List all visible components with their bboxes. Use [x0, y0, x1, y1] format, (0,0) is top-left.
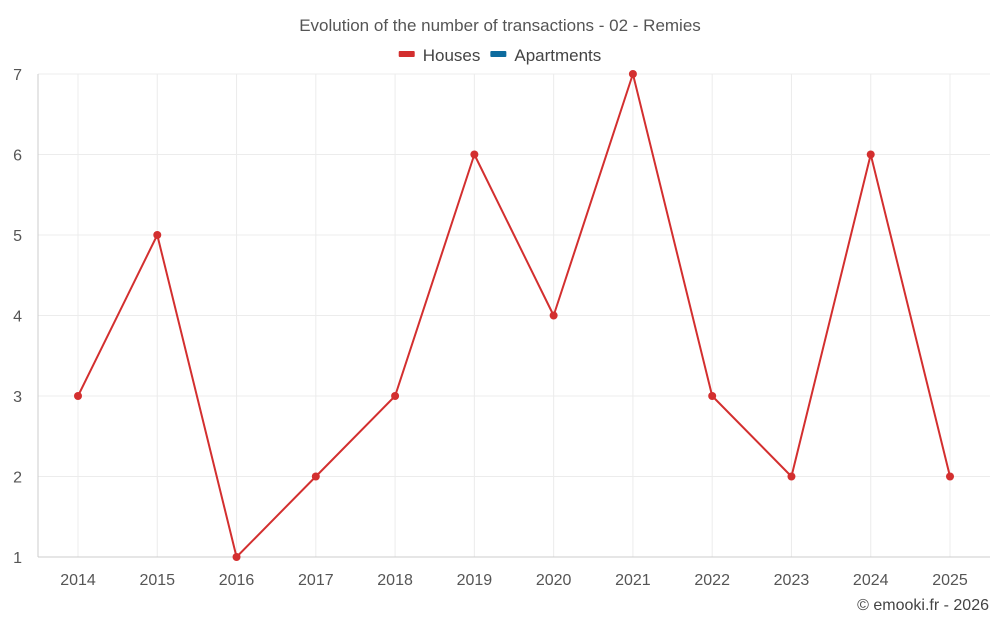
legend-swatch — [398, 51, 415, 57]
houses-data-point[interactable] — [232, 553, 241, 561]
credit-text: © emooki.fr - 2026 — [857, 597, 989, 614]
legend-label: Houses — [423, 46, 481, 65]
x-tick-label: 2025 — [932, 572, 968, 589]
x-tick-label: 2023 — [774, 572, 810, 589]
x-tick-label: 2022 — [694, 572, 730, 589]
houses-data-point[interactable] — [470, 150, 479, 159]
y-tick-label: 3 — [13, 389, 22, 406]
houses-data-point[interactable] — [74, 392, 82, 400]
x-tick-label: 2014 — [60, 572, 96, 589]
x-tick-label: 2016 — [219, 572, 255, 589]
x-tick-label: 2017 — [298, 572, 334, 589]
houses-data-point[interactable] — [866, 150, 875, 159]
x-axis-ticks: 2014 2015 2016 2017 2018 2019 2020 2021 2022 2023… — [60, 572, 968, 589]
y-tick-label: 4 — [13, 309, 22, 326]
x-tick-label: 2021 — [615, 572, 651, 589]
series-layer — [74, 70, 954, 561]
x-tick-label: 2020 — [536, 572, 572, 589]
horizontal-gridlines — [38, 73, 990, 558]
houses-data-point[interactable] — [946, 472, 954, 481]
houses-data-point[interactable] — [787, 472, 796, 481]
y-tick-label: 5 — [13, 228, 22, 245]
x-tick-label: 2018 — [377, 572, 413, 589]
houses-data-point[interactable] — [311, 472, 320, 481]
houses-series-line — [77, 73, 951, 558]
legend-item-houses[interactable]: Houses — [398, 46, 481, 65]
legend-item-apartments[interactable]: Apartments — [490, 46, 601, 65]
houses-data-point[interactable] — [708, 392, 717, 400]
legend-label: Apartments — [514, 46, 601, 65]
axes — [37, 74, 990, 558]
houses-data-point[interactable] — [153, 231, 162, 239]
legend[interactable]: Houses Apartments — [398, 46, 602, 65]
houses-data-point[interactable] — [628, 70, 637, 78]
houses-data-point[interactable] — [549, 311, 558, 320]
legend-swatch — [490, 51, 507, 57]
x-tick-label: 2024 — [853, 572, 889, 589]
x-tick-label: 2015 — [139, 572, 175, 589]
houses-data-point[interactable] — [391, 392, 400, 400]
y-tick-label: 6 — [13, 148, 22, 165]
y-tick-label: 1 — [13, 550, 22, 567]
y-axis-ticks: 1 2 3 4 5 6 7 — [13, 67, 22, 567]
y-tick-label: 7 — [13, 67, 22, 84]
chart-title: Evolution of the number of transactions … — [299, 16, 701, 35]
x-tick-label: 2019 — [457, 572, 493, 589]
y-tick-label: 2 — [13, 470, 22, 487]
